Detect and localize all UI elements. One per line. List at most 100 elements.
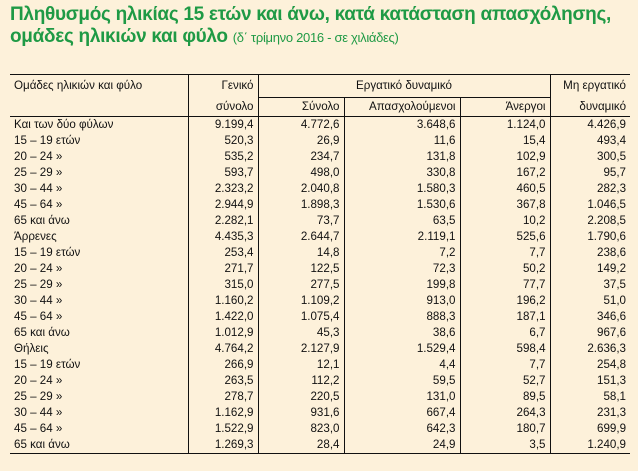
table-body: Και των δύο φύλων 9.199,4 4.772,6 3.648,6 1.… [10, 116, 631, 454]
cell-value: 1.160,2 [187, 293, 258, 309]
cell-value: 9.199,4 [187, 116, 258, 133]
cell-value: 234,7 [257, 149, 344, 165]
cell-value: 367,8 [459, 197, 551, 213]
cell-value: 1.240,9 [549, 437, 631, 454]
title-main: Πληθυσμός ηλικίας 15 ετών και άνω, κατά … [10, 4, 612, 47]
table-row: 20 – 24 » 263,5 112,2 59,5 52,7 151,3 [10, 373, 631, 389]
cell-value: 4.435,3 [187, 229, 258, 245]
cell-value: 2.636,3 [549, 341, 631, 357]
cell-value: 346,6 [549, 309, 631, 325]
row-label: 65 και άνω [14, 214, 70, 227]
cell-value: 15,4 [459, 133, 551, 149]
population-table: Ομάδες ηλικιών και φύλο Γενικό Εργατικό … [10, 74, 631, 454]
cell-value: 199,8 [343, 277, 460, 293]
cell-value: 4,4 [343, 357, 460, 373]
cell-value: 2.323,2 [187, 181, 258, 197]
row-label: 25 – 29 » [14, 166, 63, 179]
header-total-line2: σύνολο [187, 97, 258, 117]
row-label: 65 και άνω [14, 326, 70, 339]
cell-value: 112,2 [257, 373, 344, 389]
cell-value: 220,5 [257, 389, 344, 405]
table-row: 65 και άνω 2.282,1 73,7 63,5 10,2 2.208,5 [10, 213, 631, 229]
cell-value: 498,0 [257, 165, 344, 181]
cell-value: 7,7 [459, 357, 551, 373]
cell-value: 967,6 [549, 325, 631, 341]
table-row: Θήλεις 4.764,2 2.127,9 1.529,4 598,4 2.636,3 [10, 341, 631, 357]
cell-value: 266,9 [187, 357, 258, 373]
cell-value: 1.422,0 [187, 309, 258, 325]
cell-value: 231,3 [549, 405, 631, 421]
table-row: 25 – 29 » 278,7 220,5 131,0 89,5 58,1 [10, 389, 631, 405]
cell-value: 300,5 [549, 149, 631, 165]
header-employed: Απασχολούμενοι [343, 97, 460, 117]
cell-value: 1.075,4 [257, 309, 344, 325]
header-labor-total: Σύνολο [257, 97, 344, 117]
table-row: 65 και άνω 1.012,9 45,3 38,6 6,7 967,6 [10, 325, 631, 341]
cell-value: 50,2 [459, 261, 551, 277]
cell-value: 278,7 [187, 389, 258, 405]
cell-value: 26,9 [257, 133, 344, 149]
cell-value: 77,7 [459, 277, 551, 293]
cell-value: 51,0 [549, 293, 631, 309]
table-row: 15 – 19 ετών 253,4 14,8 7,2 7,7 238,6 [10, 245, 631, 261]
cell-value: 149,2 [549, 261, 631, 277]
row-label: 45 – 64 » [14, 310, 63, 323]
cell-value: 2.208,5 [549, 213, 631, 229]
row-label: 20 – 24 » [14, 374, 63, 387]
cell-value: 3,5 [459, 437, 551, 454]
cell-value: 6,7 [459, 325, 551, 341]
cell-value: 10,2 [459, 213, 551, 229]
cell-value: 330,8 [343, 165, 460, 181]
cell-value: 122,5 [257, 261, 344, 277]
cell-value: 525,6 [459, 229, 551, 245]
cell-value: 131,8 [343, 149, 460, 165]
cell-value: 460,5 [459, 181, 551, 197]
row-label: 30 – 44 » [14, 182, 63, 195]
cell-value: 254,8 [549, 357, 631, 373]
cell-value: 520,3 [187, 133, 258, 149]
cell-value: 12,1 [257, 357, 344, 373]
row-label: 30 – 44 » [14, 406, 63, 419]
cell-value: 667,4 [343, 405, 460, 421]
cell-value: 28,4 [257, 437, 344, 454]
cell-value: 37,5 [549, 277, 631, 293]
row-label: 25 – 29 » [14, 278, 63, 291]
row-label: 65 και άνω [10, 437, 188, 454]
cell-value: 593,7 [187, 165, 258, 181]
cell-value: 52,7 [459, 373, 551, 389]
table-row: 20 – 24 » 535,2 234,7 131,8 102,9 300,5 [10, 149, 631, 165]
cell-value: 282,3 [549, 181, 631, 197]
cell-value: 2.040,8 [257, 181, 344, 197]
cell-value: 4.772,6 [257, 116, 344, 133]
cell-value: 1.046,5 [549, 197, 631, 213]
cell-value: 1.898,3 [257, 197, 344, 213]
table-row: Και των δύο φύλων 9.199,4 4.772,6 3.648,6 1.… [10, 116, 631, 133]
table-row: Άρρενες 4.435,3 2.644,7 2.119,1 525,6 1.790,6 [10, 229, 631, 245]
row-label: 20 – 24 » [14, 262, 63, 275]
cell-value: 196,2 [459, 293, 551, 309]
row-label: 45 – 64 » [14, 422, 63, 435]
cell-value: 95,7 [549, 165, 631, 181]
cell-value: 73,7 [257, 213, 344, 229]
cell-value: 2.644,7 [257, 229, 344, 245]
row-label: Θήλεις [14, 342, 49, 355]
table-row: 30 – 44 » 1.160,2 1.109,2 913,0 196,2 51,0 [10, 293, 631, 309]
row-label: Και των δύο φύλων [14, 118, 114, 131]
cell-value: 1.109,2 [257, 293, 344, 309]
title-subtitle: (δ΄ τρίμηνο 2016 - σε χιλιάδες) [232, 30, 399, 45]
cell-value: 14,8 [257, 245, 344, 261]
row-label: 15 – 19 ετών [14, 246, 81, 259]
cell-value: 913,0 [343, 293, 460, 309]
header-groups: Ομάδες ηλικιών και φύλο [10, 74, 188, 98]
cell-value: 3.648,6 [343, 116, 460, 133]
cell-value: 1.124,0 [459, 116, 551, 133]
cell-value: 931,6 [257, 405, 344, 421]
cell-value: 151,3 [549, 373, 631, 389]
cell-value: 2.127,9 [257, 341, 344, 357]
cell-value: 4.426,9 [549, 116, 631, 133]
cell-value: 38,6 [343, 325, 460, 341]
cell-value: 277,5 [257, 277, 344, 293]
page-title: Πληθυσμός ηλικίας 15 ετών και άνω, κατά … [10, 4, 630, 49]
cell-value: 24,9 [343, 437, 460, 454]
header-labor: Εργατικό δυναμικό [257, 74, 551, 98]
